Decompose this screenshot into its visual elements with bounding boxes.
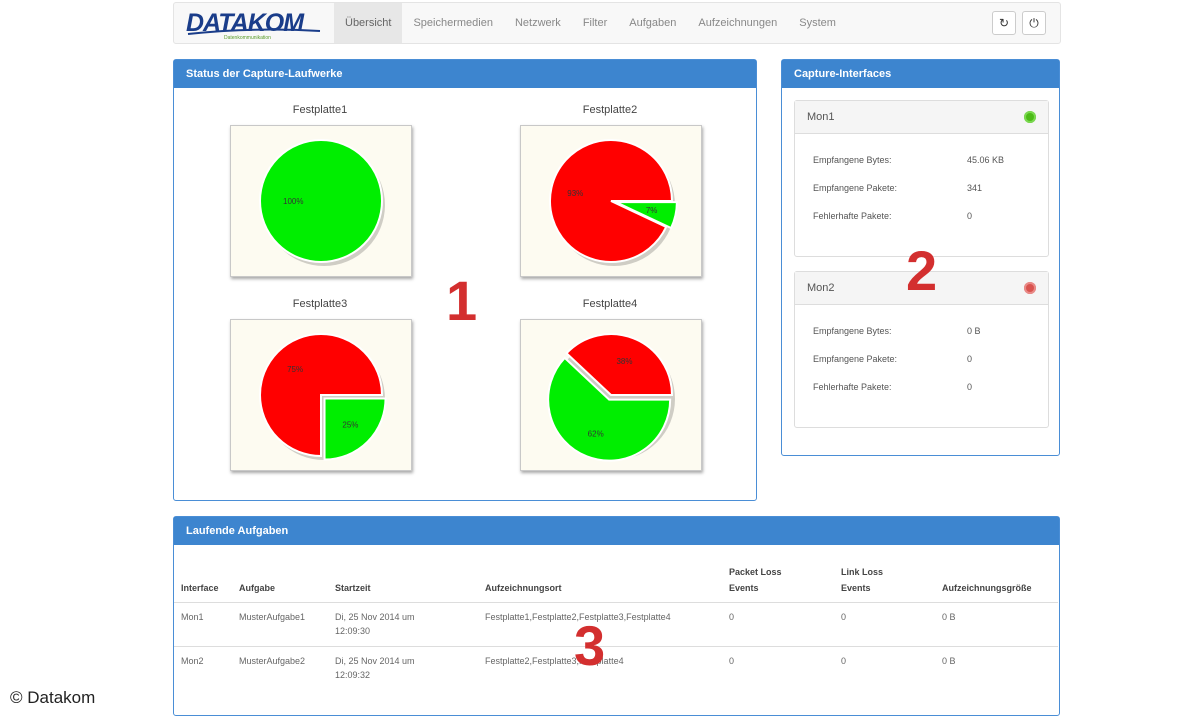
cell-packet-loss: 0 (729, 612, 735, 622)
pie-label-free: 25% (342, 420, 358, 429)
nav-system[interactable]: System (799, 17, 836, 29)
cell-packet-loss: 0 (729, 656, 735, 666)
nav-uebersicht[interactable]: Übersicht (334, 3, 403, 43)
pie-slice-used (259, 333, 384, 458)
refresh-button[interactable]: ↻ (992, 11, 1016, 35)
pie-slice-free (259, 139, 383, 263)
status-ok-icon (1024, 111, 1036, 123)
received-packets-value: 341 (967, 183, 983, 193)
refresh-icon: ↻ (998, 16, 1010, 30)
cell-start-date: Di, 25 Nov 2014 um (335, 656, 415, 666)
top-navbar: DATAKOM Datenkommunikation Übersicht Spe… (173, 2, 1061, 44)
table-divider (174, 602, 1058, 603)
pie-label-free: 100% (283, 197, 303, 206)
power-icon: ⏻ (1029, 16, 1039, 30)
cell-size: 0 B (942, 612, 956, 622)
received-packets-value: 0 (967, 354, 973, 364)
datakom-logo[interactable]: DATAKOM Datenkommunikation (184, 7, 324, 41)
col-header-size[interactable]: Aufzeichnungsgröße (942, 583, 1032, 593)
drive-title-1: Festplatte1 (292, 104, 348, 116)
cell-start-time: 12:09:32 (335, 670, 371, 680)
cell-start: Di, 25 Nov 2014 um 12:09:32 (335, 654, 415, 682)
col-header-location[interactable]: Aufzeichnungsort (485, 583, 562, 593)
pie-slice-used (565, 333, 674, 396)
capture-interfaces-panel: Capture-Interfaces Mon1 Empfangene Bytes… (781, 59, 1060, 456)
capture-status-title: Status der Capture-Laufwerke (174, 60, 756, 88)
cell-location: Festplatte1,Festplatte2,Festplatte3,Fest… (485, 612, 671, 622)
main-nav: Übersicht Speichermedien Netzwerk Filter… (334, 3, 847, 43)
col-header-link-loss[interactable]: Link Loss Events (841, 564, 883, 596)
cell-size: 0 B (942, 656, 956, 666)
col-header-link-loss-line1: Link Loss (841, 567, 884, 577)
interface-card-mon2: Mon2 Empfangene Bytes: 0 B Empfangene Pa… (794, 271, 1049, 428)
cell-interface: Mon1 (181, 612, 204, 622)
col-header-start[interactable]: Startzeit (335, 583, 371, 593)
drive-title-4: Festplatte4 (582, 298, 638, 310)
interface-name: Mon2 (795, 272, 1048, 305)
received-bytes-value: 0 B (967, 326, 981, 336)
pie-label-free: 7% (646, 206, 658, 215)
drive-pie-chart-3: 25% 75% (230, 319, 412, 471)
col-header-task[interactable]: Aufgabe (239, 583, 275, 593)
col-header-packet-loss-line2: Events (729, 583, 759, 593)
received-bytes-label: Empfangene Bytes: (813, 155, 892, 165)
pie-slice-used (549, 139, 674, 263)
drive-title-3: Festplatte3 (292, 298, 348, 310)
nav-filter[interactable]: Filter (582, 17, 608, 29)
col-header-link-loss-line2: Events (841, 583, 871, 593)
capture-interfaces-title: Capture-Interfaces (782, 60, 1059, 88)
drive-title-2: Festplatte2 (582, 104, 638, 116)
drive-pie-chart-2: 7% 93% (520, 125, 702, 277)
pie-label-used: 75% (287, 365, 303, 374)
cell-start-date: Di, 25 Nov 2014 um (335, 612, 415, 622)
running-tasks-title: Laufende Aufgaben (174, 517, 1059, 545)
cell-interface: Mon2 (181, 656, 204, 666)
received-bytes-label: Empfangene Bytes: (813, 326, 892, 336)
nav-aufzeichnungen[interactable]: Aufzeichnungen (698, 17, 778, 29)
drive-pie-chart-4: 62% 38% (520, 319, 702, 471)
cell-link-loss: 0 (841, 656, 847, 666)
running-tasks-panel: Laufende Aufgaben Interface Aufgabe Star… (173, 516, 1060, 716)
pie-slice-free (547, 356, 672, 462)
received-bytes-value: 45.06 KB (967, 155, 1005, 165)
capture-status-panel: Status der Capture-Laufwerke Festplatte1… (173, 59, 757, 501)
received-packets-label: Empfangene Pakete: (813, 354, 898, 364)
annotation-marker-1: 1 (446, 269, 478, 332)
drive-pie-chart-1: 100% (230, 125, 412, 277)
pie-label-used: 38% (616, 357, 632, 366)
pie-slice-free (323, 397, 387, 461)
cell-task: MusterAufgabe2 (239, 656, 306, 666)
pie-label-free: 62% (588, 430, 604, 439)
copyright-notice: © Datakom (10, 688, 96, 707)
bad-packets-value: 0 (967, 382, 973, 392)
annotation-marker-3: 3 (574, 614, 606, 677)
interface-name: Mon1 (795, 101, 1048, 134)
received-packets-label: Empfangene Pakete: (813, 183, 898, 193)
status-error-icon (1024, 282, 1036, 294)
nav-speichermedien[interactable]: Speichermedien (413, 17, 493, 29)
logo-tagline: Datenkommunikation (224, 35, 271, 41)
col-header-packet-loss[interactable]: Packet Loss Events (729, 564, 782, 596)
nav-aufgaben[interactable]: Aufgaben (629, 17, 677, 29)
col-header-packet-loss-line1: Packet Loss (729, 567, 782, 577)
pie-slice-free (615, 201, 678, 230)
pie-label-used: 93% (567, 189, 583, 198)
cell-start: Di, 25 Nov 2014 um 12:09:30 (335, 610, 415, 638)
power-button[interactable]: ⏻ (1022, 11, 1046, 35)
col-header-interface[interactable]: Interface (181, 583, 219, 593)
cell-task: MusterAufgabe1 (239, 612, 306, 622)
cell-location: Festplatte2,Festplatte3,Festplatte4 (485, 656, 624, 666)
cell-link-loss: 0 (841, 612, 847, 622)
annotation-marker-2: 2 (906, 239, 938, 302)
cell-start-time: 12:09:30 (335, 626, 371, 636)
bad-packets-label: Fehlerhafte Pakete: (813, 382, 892, 392)
interface-card-mon1: Mon1 Empfangene Bytes: 45.06 KB Empfange… (794, 100, 1049, 257)
bad-packets-value: 0 (967, 211, 973, 221)
table-divider (174, 646, 1058, 647)
bad-packets-label: Fehlerhafte Pakete: (813, 211, 892, 221)
nav-netzwerk[interactable]: Netzwerk (514, 17, 561, 29)
